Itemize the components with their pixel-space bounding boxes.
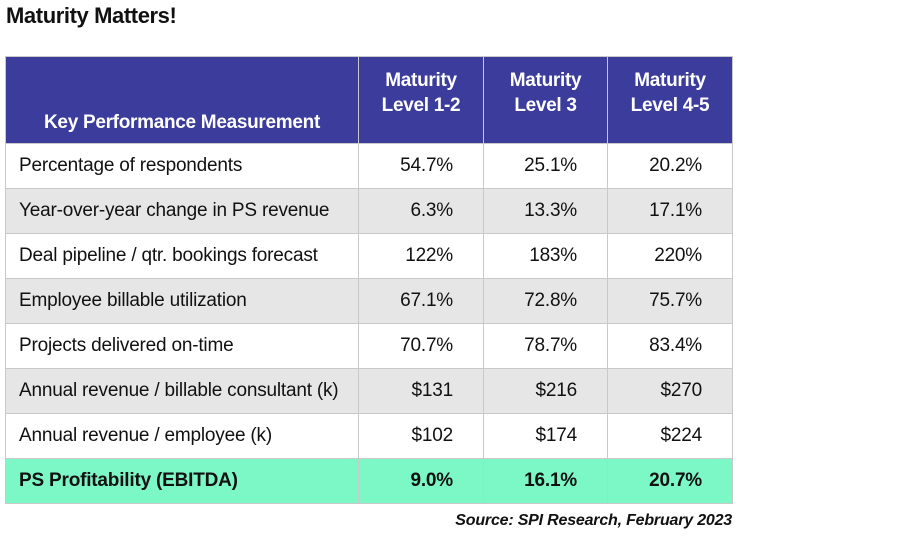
source-note: Source: SPI Research, February 2023 bbox=[455, 512, 732, 529]
row-label: Year-over-year change in PS revenue bbox=[5, 188, 359, 234]
header-level-3: Maturity Level 3 bbox=[483, 56, 608, 144]
cell-level-3: $216 bbox=[483, 368, 608, 414]
cell-level-4-5: 75.7% bbox=[607, 278, 733, 324]
table-row: Projects delivered on-time 70.7% 78.7% 8… bbox=[5, 323, 733, 369]
cell-level-4-5: 220% bbox=[607, 233, 733, 279]
cell-level-3: 16.1% bbox=[483, 458, 608, 504]
row-label: Percentage of respondents bbox=[5, 143, 359, 189]
cell-level-3: 72.8% bbox=[483, 278, 608, 324]
row-label: Employee billable utilization bbox=[5, 278, 359, 324]
cell-level-3: 78.7% bbox=[483, 323, 608, 369]
header-level-4-5: Maturity Level 4-5 bbox=[607, 56, 733, 144]
cell-level-4-5: $270 bbox=[607, 368, 733, 414]
header-level-1-2-line2: Level 1-2 bbox=[381, 95, 461, 116]
header-kpi: Key Performance Measurement bbox=[5, 56, 359, 144]
cell-level-1-2: 122% bbox=[358, 233, 484, 279]
cell-level-3: $174 bbox=[483, 413, 608, 459]
table-row: Annual revenue / billable consultant (k)… bbox=[5, 368, 733, 414]
cell-level-1-2: 9.0% bbox=[358, 458, 484, 504]
cell-level-1-2: 67.1% bbox=[358, 278, 484, 324]
cell-level-4-5: 17.1% bbox=[607, 188, 733, 234]
row-label: PS Profitability (EBITDA) bbox=[5, 458, 359, 504]
row-label: Deal pipeline / qtr. bookings forecast bbox=[5, 233, 359, 279]
cell-level-1-2: 70.7% bbox=[358, 323, 484, 369]
table-row: Employee billable utilization 67.1% 72.8… bbox=[5, 278, 733, 324]
header-level-4-5-line1: Maturity bbox=[634, 70, 706, 91]
cell-level-3: 25.1% bbox=[483, 143, 608, 189]
cell-level-3: 183% bbox=[483, 233, 608, 279]
cell-level-1-2: 6.3% bbox=[358, 188, 484, 234]
table-row: Annual revenue / employee (k) $102 $174 … bbox=[5, 413, 733, 459]
header-level-3-line2: Level 3 bbox=[514, 95, 577, 116]
row-label: Annual revenue / employee (k) bbox=[5, 413, 359, 459]
header-level-1-2-line1: Maturity bbox=[385, 70, 457, 91]
cell-level-4-5: $224 bbox=[607, 413, 733, 459]
table-row: Deal pipeline / qtr. bookings forecast 1… bbox=[5, 233, 733, 279]
header-level-4-5-line2: Level 4-5 bbox=[630, 95, 710, 116]
cell-level-4-5: 20.7% bbox=[607, 458, 733, 504]
page-title: Maturity Matters! bbox=[6, 3, 177, 28]
table-row: Year-over-year change in PS revenue 6.3%… bbox=[5, 188, 733, 234]
cell-level-1-2: $102 bbox=[358, 413, 484, 459]
cell-level-1-2: $131 bbox=[358, 368, 484, 414]
table-row-highlight: PS Profitability (EBITDA) 9.0% 16.1% 20.… bbox=[5, 458, 733, 504]
kpi-table: Key Performance Measurement Maturity Lev… bbox=[5, 56, 733, 504]
header-level-1-2: Maturity Level 1-2 bbox=[358, 56, 484, 144]
row-label: Projects delivered on-time bbox=[5, 323, 359, 369]
table-row: Percentage of respondents 54.7% 25.1% 20… bbox=[5, 143, 733, 189]
row-label: Annual revenue / billable consultant (k) bbox=[5, 368, 359, 414]
header-level-3-line1: Maturity bbox=[509, 70, 582, 91]
cell-level-3: 13.3% bbox=[483, 188, 608, 234]
cell-level-1-2: 54.7% bbox=[358, 143, 484, 189]
table-header-row: Key Performance Measurement Maturity Lev… bbox=[5, 56, 733, 144]
cell-level-4-5: 20.2% bbox=[607, 143, 733, 189]
cell-level-4-5: 83.4% bbox=[607, 323, 733, 369]
